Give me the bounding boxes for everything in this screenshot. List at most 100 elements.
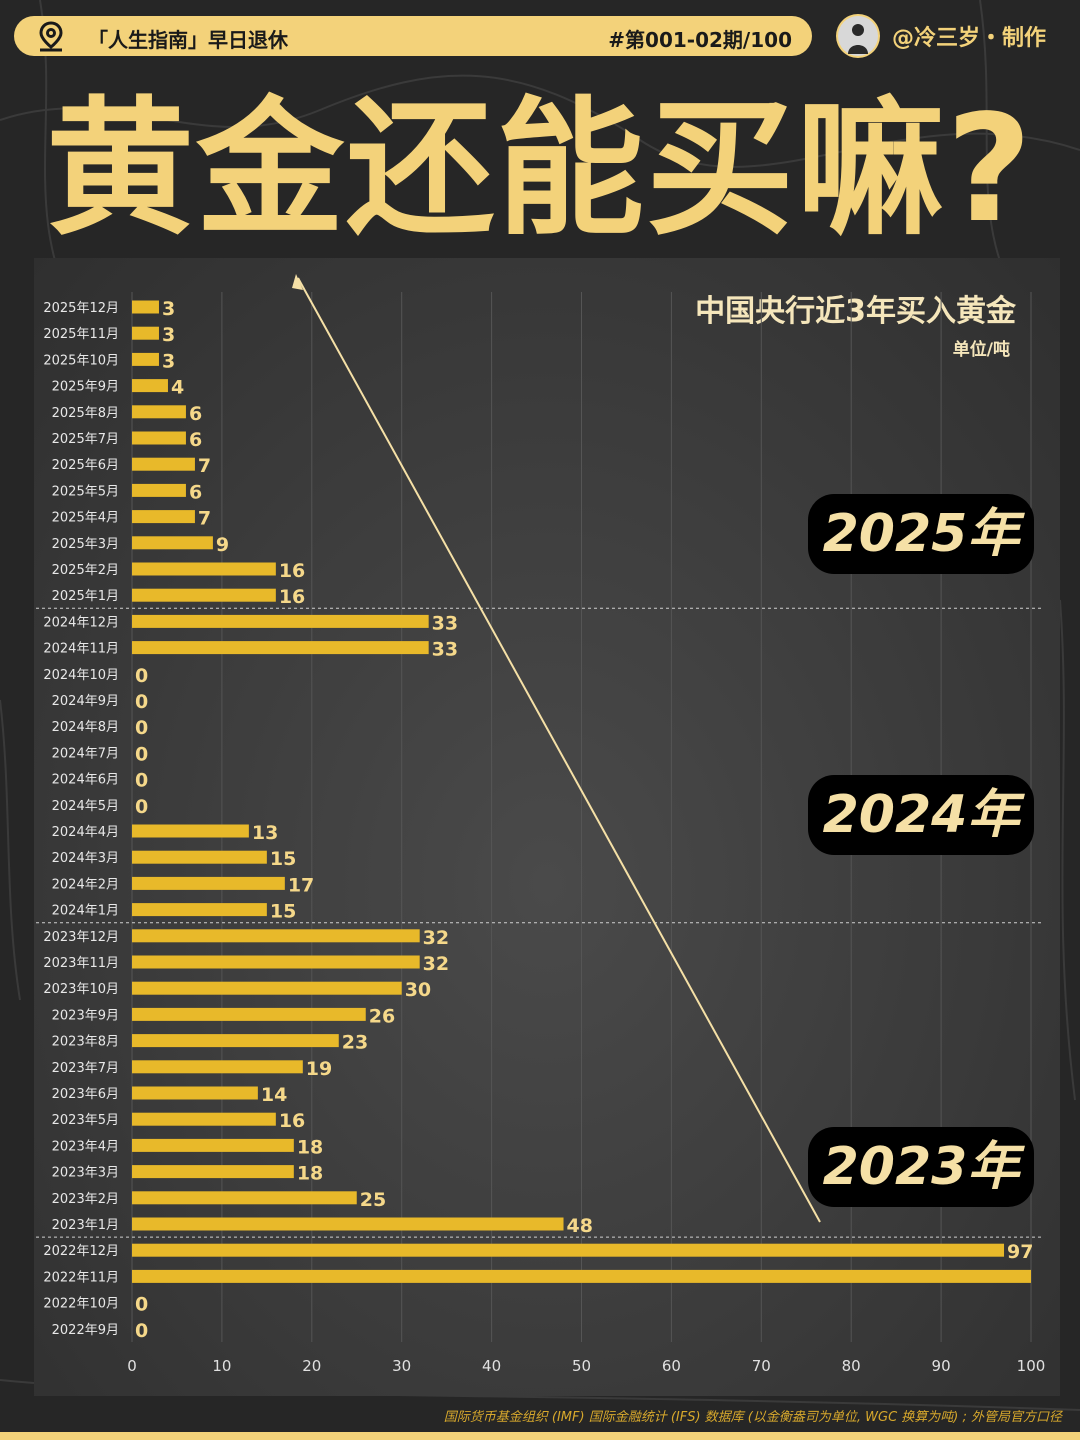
- data-label: 18: [297, 1136, 323, 1158]
- data-label: 6: [189, 403, 202, 425]
- y-category-label: 2024年3月: [52, 851, 119, 866]
- y-category-label: 2024年1月: [52, 904, 119, 919]
- data-label: 0: [135, 665, 148, 687]
- avatar-image: [838, 16, 878, 56]
- data-label: 30: [405, 979, 431, 1001]
- year-badge-2024: 2024年: [808, 775, 1034, 855]
- trend-arrow-head: [292, 274, 303, 290]
- y-category-label: 2023年1月: [52, 1218, 119, 1233]
- data-label: 0: [135, 717, 148, 739]
- bar: [132, 641, 429, 655]
- y-category-label: 2023年4月: [52, 1139, 119, 1154]
- bar: [132, 352, 159, 366]
- y-category-label: 2023年3月: [52, 1166, 119, 1181]
- data-label: 15: [270, 901, 296, 923]
- bar: [132, 1112, 276, 1126]
- y-category-label: 2025年6月: [52, 458, 119, 473]
- chart-title: 中国央行近3年买入黄金: [695, 294, 1016, 329]
- bar: [132, 614, 429, 628]
- x-tick-label: 20: [302, 1357, 321, 1375]
- x-tick-label: 0: [127, 1357, 137, 1375]
- y-category-label: 2025年1月: [52, 589, 119, 604]
- x-tick-label: 10: [212, 1357, 231, 1375]
- data-label: 23: [342, 1032, 368, 1054]
- data-label: 6: [189, 429, 202, 451]
- data-label: 6: [189, 481, 202, 503]
- data-label: 17: [288, 874, 314, 896]
- y-category-label: 2022年10月: [43, 1297, 119, 1312]
- data-label: 25: [360, 1189, 386, 1211]
- bar: [132, 955, 420, 969]
- bar: [132, 405, 186, 419]
- data-label: 0: [135, 770, 148, 792]
- page-title: 黄金还能买嘛?: [46, 83, 1034, 255]
- data-label: 26: [369, 1005, 395, 1027]
- bar: [132, 1243, 1005, 1257]
- y-category-label: 2023年9月: [52, 1008, 119, 1023]
- data-label: 3: [162, 350, 175, 372]
- bar: [132, 1034, 339, 1048]
- avatar[interactable]: [836, 14, 880, 58]
- bar: [132, 876, 285, 890]
- data-label: 0: [135, 1294, 148, 1316]
- bar: [132, 483, 186, 497]
- y-category-label: 2024年2月: [52, 877, 119, 892]
- data-label: 9: [216, 534, 229, 556]
- data-label: 18: [297, 1163, 323, 1185]
- bar: [132, 1165, 294, 1179]
- data-label: 14: [261, 1084, 287, 1106]
- data-label: 32: [423, 953, 449, 975]
- data-label: 33: [432, 612, 458, 634]
- data-label: 97: [1007, 1241, 1033, 1263]
- y-category-label: 2025年7月: [52, 432, 119, 447]
- bar: [132, 510, 195, 524]
- data-label: 0: [135, 743, 148, 765]
- bar: [132, 1060, 303, 1074]
- y-category-label: 2023年12月: [43, 930, 119, 945]
- data-label: 48: [567, 1215, 593, 1237]
- bar: [132, 1007, 366, 1021]
- year-badge-2023: 2023年: [808, 1127, 1034, 1207]
- y-category-label: 2024年6月: [52, 773, 119, 788]
- header-bar: 「人生指南」早日退休 #第001-02期/100: [14, 16, 812, 56]
- y-category-label: 2022年12月: [43, 1244, 119, 1259]
- y-category-label: 2023年7月: [52, 1061, 119, 1076]
- bar: [132, 1217, 564, 1231]
- x-tick-label: 40: [482, 1357, 501, 1375]
- data-label: 13: [252, 822, 278, 844]
- y-category-label: 2023年8月: [52, 1035, 119, 1050]
- data-label: 0: [135, 796, 148, 818]
- y-category-label: 2024年12月: [43, 615, 119, 630]
- issue-number: #第001-02期/100: [608, 28, 792, 52]
- y-category-label: 2025年3月: [52, 537, 119, 552]
- bar: [132, 536, 213, 550]
- chart-unit: 单位/吨: [952, 340, 1010, 360]
- bar: [132, 1138, 294, 1152]
- bar: [132, 824, 249, 838]
- y-category-label: 2025年10月: [43, 353, 119, 368]
- y-category-label: 2025年5月: [52, 484, 119, 499]
- data-label: 3: [162, 298, 175, 320]
- y-category-label: 2023年6月: [52, 1087, 119, 1102]
- data-label: 3: [162, 324, 175, 346]
- year-badge-2025: 2025年: [808, 494, 1034, 574]
- author-credit: @冷三岁・制作: [892, 26, 1047, 51]
- y-category-label: 2025年9月: [52, 380, 119, 395]
- x-tick-label: 30: [392, 1357, 411, 1375]
- bar: [132, 300, 159, 314]
- y-category-label: 2025年2月: [52, 563, 119, 578]
- x-tick-label: 60: [662, 1357, 681, 1375]
- bar: [132, 903, 267, 917]
- y-category-label: 2024年10月: [43, 668, 119, 683]
- x-tick-label: 90: [932, 1357, 951, 1375]
- y-category-label: 2025年12月: [43, 301, 119, 316]
- bar: [132, 850, 267, 864]
- x-tick-label: 70: [752, 1357, 771, 1375]
- y-category-label: 2023年11月: [43, 956, 119, 971]
- bar: [132, 1269, 1031, 1283]
- y-category-label: 2025年8月: [52, 406, 119, 421]
- bar: [132, 981, 402, 995]
- bar: [132, 431, 186, 445]
- y-category-label: 2024年8月: [52, 720, 119, 735]
- y-category-label: 2025年11月: [43, 327, 119, 342]
